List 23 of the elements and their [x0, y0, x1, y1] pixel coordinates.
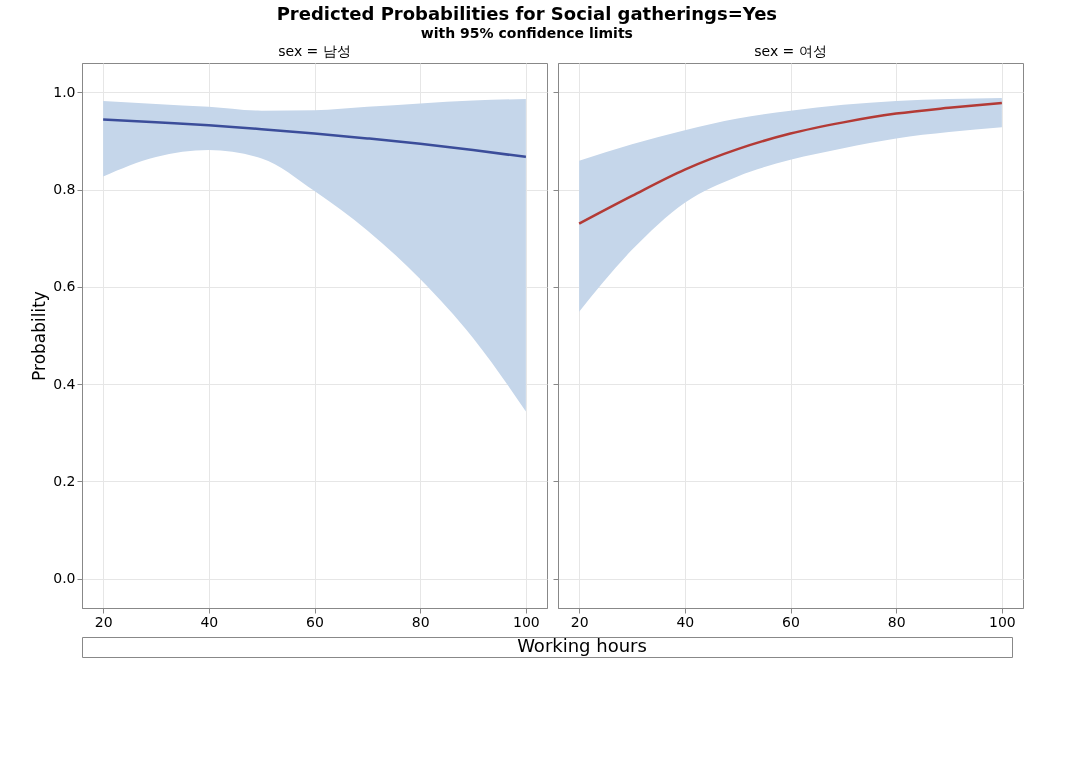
- x-tick-label: 60: [306, 613, 324, 630]
- y-tick-label: 1.0: [53, 83, 76, 100]
- y-tick-label: 0.2: [53, 472, 76, 489]
- y-axis-title: Probability: [29, 291, 50, 381]
- y-tick-label: 0.4: [53, 375, 76, 392]
- y-tick-label: 0.6: [53, 278, 76, 295]
- x-tick-label: 100: [513, 613, 540, 630]
- chart-subtitle: with 95% confidence limits: [420, 24, 633, 41]
- x-tick-label: 40: [200, 613, 219, 630]
- y-tick-label: 0.8: [53, 181, 76, 198]
- text: sex = 여성: [754, 43, 827, 59]
- chart-title: Predicted Probabilities for Social gatherings=Yes: [276, 2, 778, 24]
- x-tick-label: 20: [570, 613, 589, 630]
- text: sex = 남성: [278, 43, 351, 59]
- x-axis-title: Working hours: [517, 635, 647, 656]
- x-tick-label: 100: [989, 613, 1016, 630]
- x-tick-label: 20: [94, 613, 113, 630]
- x-tick-label: 60: [782, 613, 800, 630]
- line-series: [101, 118, 528, 159]
- x-tick-label: 40: [676, 613, 695, 630]
- x-tick-label: 80: [411, 613, 430, 630]
- x-tick-label: 80: [887, 613, 906, 630]
- y-tick-label: 0.0: [53, 570, 76, 587]
